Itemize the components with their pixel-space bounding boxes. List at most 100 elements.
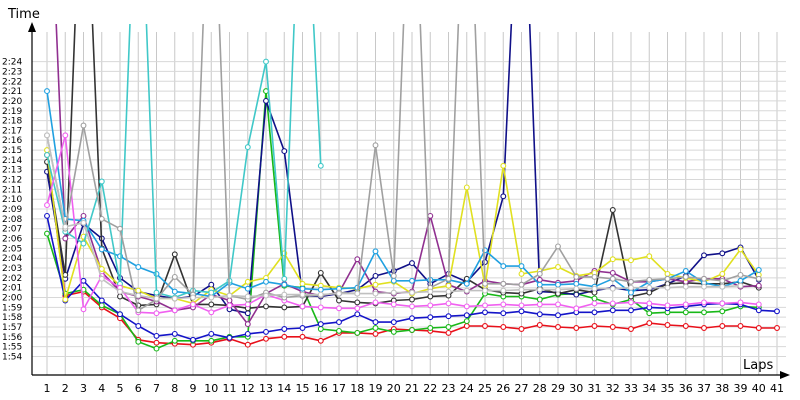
data-point <box>482 309 488 316</box>
x-tick-label: 7 <box>153 382 160 395</box>
data-point <box>609 307 616 314</box>
data-point <box>664 302 671 309</box>
y-axis-arrow <box>28 22 36 32</box>
data-point <box>555 312 561 319</box>
data-point <box>536 296 543 303</box>
axes: Time Laps <box>7 7 790 379</box>
data-point <box>701 309 707 316</box>
data-point <box>244 293 251 300</box>
data-point <box>153 310 160 317</box>
x-tick-label: 24 <box>460 382 474 395</box>
y-tick-label: 2:12 <box>2 176 22 186</box>
data-point <box>263 335 269 342</box>
data-point <box>208 294 215 301</box>
data-point <box>628 289 634 296</box>
data-point <box>44 230 50 237</box>
data-point <box>719 270 726 277</box>
data-point <box>390 328 397 335</box>
x-tick-label: 9 <box>190 382 197 395</box>
data-point <box>628 326 634 332</box>
x-tick-label: 8 <box>171 382 178 395</box>
data-point <box>190 301 196 308</box>
data-point <box>555 324 561 330</box>
data-point <box>591 295 598 302</box>
data-point <box>719 308 726 315</box>
y-tick-label: 1:55 <box>2 343 22 353</box>
y-tick-label: 1:58 <box>2 313 22 323</box>
series-line <box>46 24 759 312</box>
plot-area <box>44 24 780 352</box>
y-tick-label: 2:19 <box>2 107 22 117</box>
y-tick-label: 2:01 <box>2 284 22 294</box>
data-point <box>573 305 580 312</box>
data-point <box>135 338 142 345</box>
x-tick-label: 31 <box>588 382 602 395</box>
data-point <box>445 313 452 320</box>
x-tick-label: 10 <box>204 382 218 395</box>
data-point <box>591 309 598 316</box>
data-point <box>628 299 634 306</box>
x-tick-label: 13 <box>259 382 273 395</box>
data-point <box>44 147 50 154</box>
data-point <box>719 277 726 284</box>
data-point <box>573 280 580 287</box>
series-line <box>46 24 322 299</box>
data-point <box>390 301 397 308</box>
data-point <box>719 250 726 257</box>
data-point <box>573 291 580 298</box>
data-point <box>62 223 69 230</box>
data-point <box>263 328 269 335</box>
y-tick-label: 1:57 <box>2 323 22 333</box>
x-tick-label: 36 <box>679 382 693 395</box>
data-point <box>427 325 434 331</box>
y-tick-label: 2:18 <box>2 117 22 127</box>
data-point <box>682 309 689 316</box>
y-tick-label: 2:21 <box>2 87 22 97</box>
data-point <box>755 267 762 273</box>
data-point <box>263 303 269 310</box>
y-tick-label: 1:59 <box>2 303 22 313</box>
data-point <box>755 275 762 282</box>
data-point <box>44 212 50 219</box>
data-point <box>354 311 361 318</box>
data-point <box>609 275 616 282</box>
data-point <box>701 299 707 306</box>
data-point <box>372 281 379 288</box>
data-point <box>244 144 251 151</box>
data-point <box>409 303 415 310</box>
y-tick-label: 2:13 <box>2 166 22 176</box>
data-point <box>609 269 616 276</box>
data-point <box>171 337 178 344</box>
data-point <box>98 266 105 272</box>
data-point <box>591 300 598 307</box>
series-10 <box>44 132 762 317</box>
data-point <box>664 284 671 291</box>
data-point <box>409 260 415 267</box>
data-point <box>80 212 87 219</box>
data-point <box>445 324 452 330</box>
y-tick-label: 2:05 <box>2 244 22 254</box>
data-point <box>774 308 780 315</box>
data-point <box>646 320 653 327</box>
data-point <box>628 284 634 291</box>
data-point <box>281 304 288 311</box>
data-point <box>299 280 306 287</box>
series-11 <box>44 24 762 314</box>
data-point <box>463 318 470 325</box>
data-point <box>737 277 744 284</box>
y-tick-label: 2:15 <box>2 146 22 156</box>
x-tick-label: 35 <box>661 382 675 395</box>
x-tick-label: 4 <box>98 382 105 395</box>
data-point <box>117 225 123 232</box>
data-point <box>244 278 251 285</box>
data-point <box>299 285 306 292</box>
data-point <box>244 301 251 308</box>
data-point <box>500 310 507 317</box>
data-point <box>390 277 397 284</box>
data-point <box>226 297 233 304</box>
data-point <box>682 301 689 308</box>
data-point <box>153 339 160 346</box>
data-point <box>609 300 616 307</box>
data-point <box>336 305 342 312</box>
